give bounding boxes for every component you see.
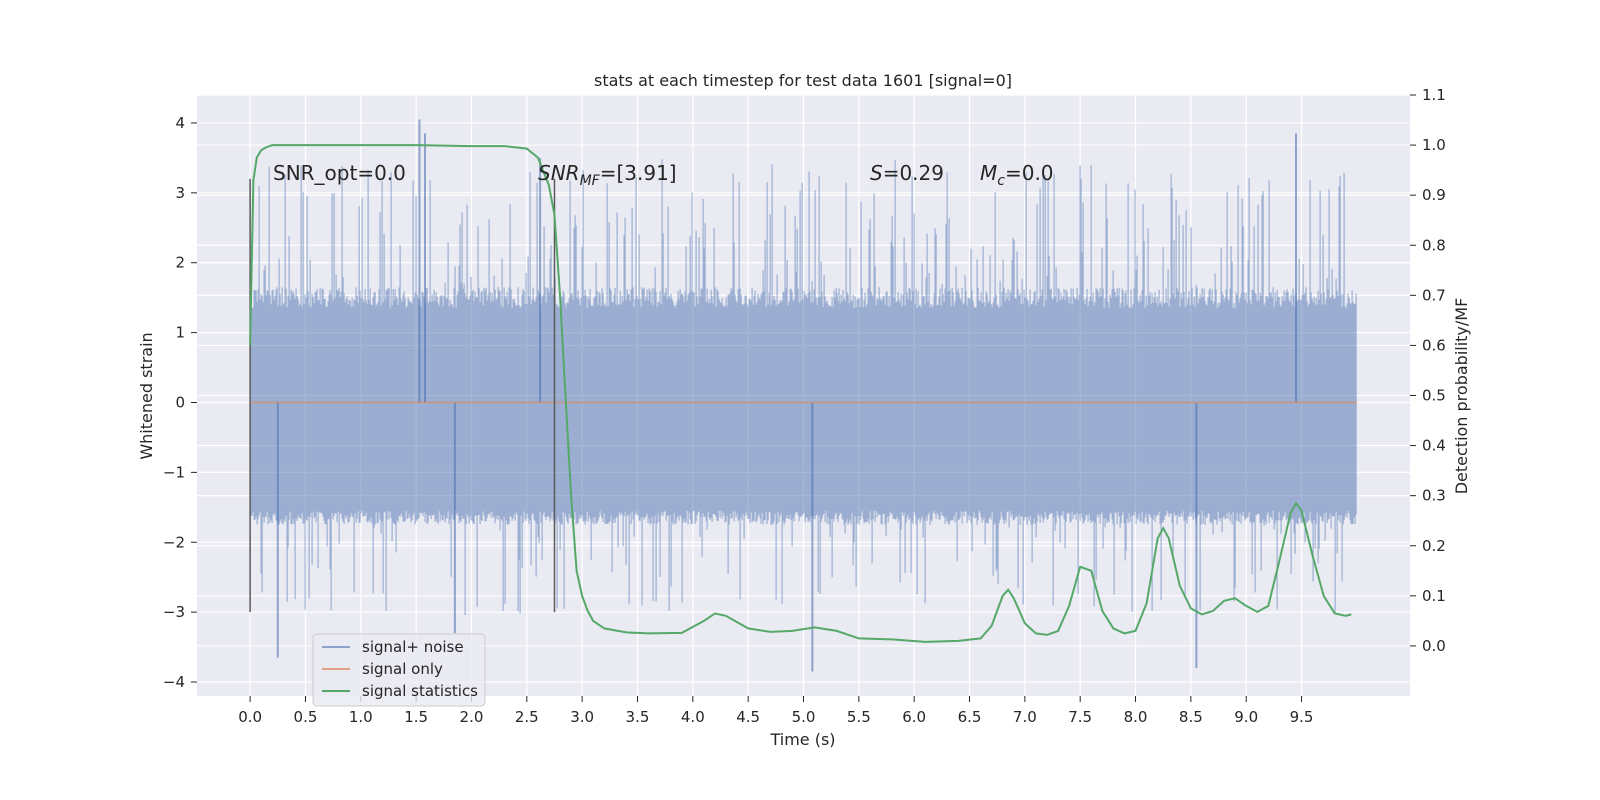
y-tick-label: −1 [163,463,185,481]
x-tick-label: 4.0 [681,708,705,726]
y2-tick-label: 0.2 [1422,537,1446,555]
annotation-s: S=0.29 [870,161,944,185]
annotation-snr-mf-sub: MF [580,173,601,189]
y-tick-label: −3 [163,603,185,621]
annotation-s-value: =0.29 [883,161,944,185]
y-tick-label: 3 [175,184,185,202]
legend: signal+ noise signal only signal statist… [312,633,486,707]
y2-tick-label: 0.6 [1422,336,1446,354]
y2-tick-label: 0.3 [1422,487,1446,505]
y2-tick-label: 0.0 [1422,637,1446,655]
x-axis-label: Time (s) [769,730,835,749]
annotation-snr-opt: SNR_opt=0.0 [273,161,406,185]
x-tick-label: 7.0 [1013,708,1037,726]
x-tick-label: 0.0 [238,708,262,726]
x-tick-label: 5.5 [847,708,871,726]
x-tick-label: 8.5 [1179,708,1203,726]
x-tick-label: 6.0 [902,708,926,726]
y-axis-label: Whitened strain [137,332,156,459]
x-tick-label: 7.5 [1068,708,1092,726]
legend-label-signal-noise: signal+ noise [362,638,464,656]
y-tick-label: −4 [163,673,185,691]
annotations: SNR_opt=0.0 SNRMF=[3.91] S=0.29 Mc=0.0 [273,161,1054,189]
x-tick-label: 1.5 [404,708,428,726]
chart-title: stats at each timestep for test data 160… [594,71,1012,90]
x-tick-label: 5.0 [792,708,816,726]
y2-tick-label: 0.7 [1422,286,1446,304]
annotation-snr-mf-main: SNR [538,161,580,185]
x-axis-ticks: 0.0 0.5 1.0 1.5 2.0 2.5 3.0 3.5 4.0 4.5 5.0 5.5 6.0 6… [238,696,1313,726]
y-tick-label: 0 [175,393,185,411]
x-tick-label: 9.0 [1234,708,1258,726]
annotation-s-main: S [870,161,883,185]
annotation-snr-mf-value: =[3.91] [600,161,677,185]
y2-tick-label: 1.1 [1422,86,1446,104]
series-signal-noise [249,119,1357,672]
x-tick-label: 2.0 [460,708,484,726]
x-tick-label: 9.5 [1290,708,1314,726]
y2-axis-label: Detection probability/MF [1452,298,1471,495]
y2-tick-label: 0.8 [1422,236,1446,254]
y2-tick-label: 0.5 [1422,387,1446,405]
y-axis-ticks: 4 3 2 1 0 −1 −2 −3 −4 [163,114,197,691]
vertical-markers [249,178,556,613]
x-tick-label: 8.0 [1124,708,1148,726]
annotation-mc-sub: c [997,173,1005,189]
x-tick-label: 4.5 [736,708,760,726]
y-tick-label: 2 [175,254,185,272]
annotation-mc: Mc=0.0 [980,161,1054,189]
legend-label-signal-only: signal only [362,660,443,678]
y-tick-label: −2 [163,533,185,551]
x-tick-label: 3.0 [570,708,594,726]
annotation-mc-main: M [980,161,997,185]
y-tick-label: 4 [175,114,185,132]
x-tick-label: 1.0 [349,708,373,726]
x-tick-label: 0.5 [294,708,318,726]
legend-box [312,633,486,707]
y2-tick-label: 1.0 [1422,136,1446,154]
y2-tick-label: 0.1 [1422,587,1446,605]
x-tick-label: 6.5 [958,708,982,726]
annotation-snr-mf: SNRMF=[3.91] [538,161,677,189]
y-tick-label: 1 [175,324,185,342]
x-tick-label: 3.5 [626,708,650,726]
y2-tick-label: 0.4 [1422,437,1446,455]
annotation-mc-value: =0.0 [1005,161,1054,185]
y2-axis-ticks: 1.1 1.0 0.9 0.8 0.7 0.6 0.5 0.4 0.3 0.2 0.1 0.0 [1410,86,1446,655]
y2-tick-label: 0.9 [1422,186,1446,204]
legend-label-signal-statistics: signal statistics [362,682,478,700]
series-signal-statistics-line [249,144,1352,643]
x-tick-label: 2.5 [515,708,539,726]
